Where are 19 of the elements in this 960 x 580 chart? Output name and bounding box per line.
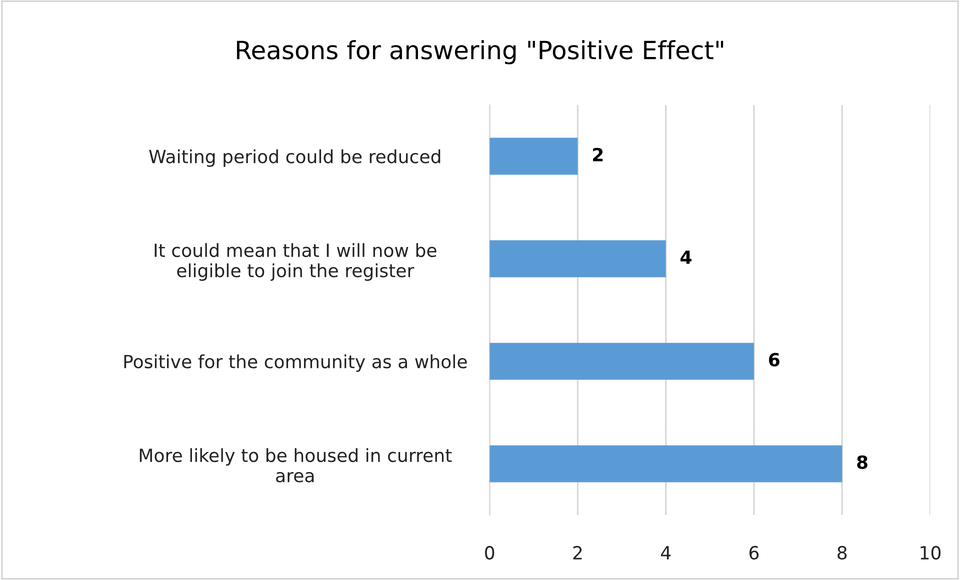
x-tick-label: 6 bbox=[750, 546, 759, 560]
bar bbox=[490, 138, 578, 175]
data-label: 8 bbox=[857, 455, 868, 470]
y-tick-label: Waiting period could be reduced bbox=[149, 149, 440, 167]
y-tick-label: Positive for the community as a whole bbox=[124, 354, 467, 372]
x-tick-label: 4 bbox=[660, 546, 671, 560]
x-tick-label: 8 bbox=[838, 546, 847, 560]
data-label: 6 bbox=[768, 352, 780, 367]
x-tick-label: 10 bbox=[920, 546, 941, 560]
bar bbox=[490, 240, 666, 278]
data-label: 2 bbox=[593, 148, 603, 162]
x-tick-label: 0 bbox=[485, 546, 494, 560]
chart-title: Reasons for answering "Positive Effect" bbox=[236, 40, 724, 64]
bar bbox=[490, 342, 754, 380]
y-tick-label: It could mean that I will now be eligible to join the register bbox=[154, 243, 436, 281]
data-label: 4 bbox=[680, 250, 692, 264]
bar bbox=[490, 445, 842, 482]
x-tick-label: 2 bbox=[573, 546, 582, 560]
y-tick-label: More likely to be housed in current area bbox=[140, 448, 452, 482]
